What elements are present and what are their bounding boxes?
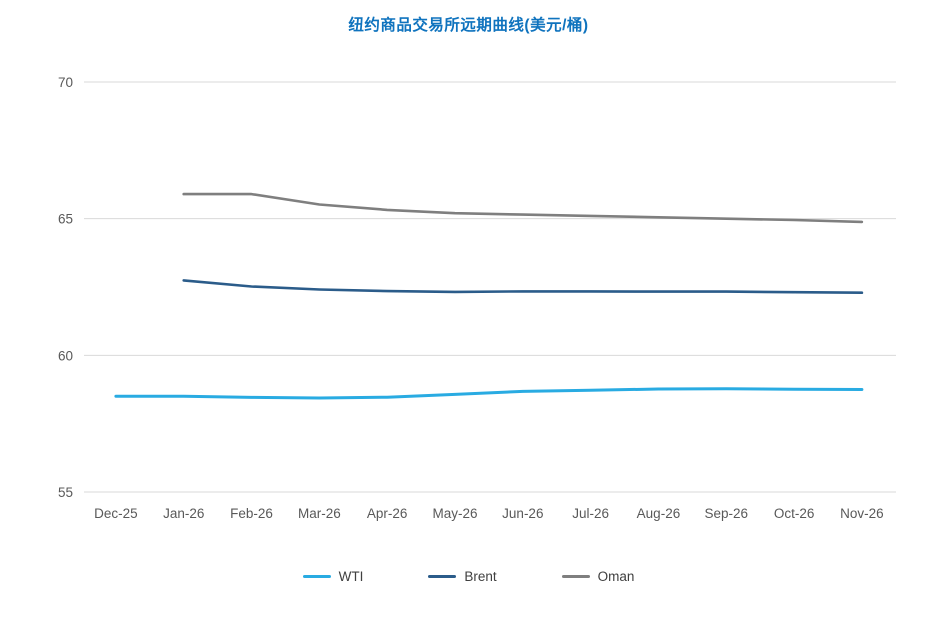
y-axis-tick-label: 60 — [58, 348, 73, 363]
legend-item-brent: Brent — [428, 569, 497, 584]
legend-item-wti: WTI — [302, 569, 364, 584]
x-axis-tick-label: Jul-26 — [572, 506, 609, 521]
legend-item-oman: Oman — [561, 569, 635, 584]
legend-swatch-oman — [561, 575, 590, 578]
x-axis-tick-label: Mar-26 — [298, 506, 341, 521]
series-line-brent — [182, 279, 864, 295]
x-axis-tick-label: Apr-26 — [367, 506, 408, 521]
x-axis-tick-label: Oct-26 — [774, 506, 815, 521]
legend-swatch-wti — [302, 575, 331, 578]
x-axis-tick-label: Sep-26 — [705, 506, 749, 521]
y-axis-tick-label: 55 — [58, 485, 73, 500]
legend-label: Brent — [464, 569, 497, 584]
legend-label: WTI — [338, 569, 364, 584]
y-axis-tick-label: 65 — [58, 212, 73, 227]
x-axis-tick-label: Dec-25 — [94, 506, 138, 521]
y-axis-tick-label: 70 — [58, 75, 73, 90]
x-axis-tick-label: May-26 — [432, 506, 477, 521]
x-axis-tick-label: Feb-26 — [230, 506, 273, 521]
x-axis-tick-label: Nov-26 — [840, 506, 884, 521]
x-axis-tick-label: Aug-26 — [637, 506, 681, 521]
chart-title: 纽约商品交易所远期曲线(美元/桶) — [348, 17, 589, 34]
x-axis-tick-label: Jan-26 — [163, 506, 204, 521]
legend-label: Oman — [597, 569, 635, 584]
series-line-wti — [114, 387, 864, 400]
legend: WTI Brent Oman — [0, 569, 937, 584]
series-line-oman — [182, 192, 864, 224]
legend-swatch-brent — [428, 575, 457, 578]
x-axis-tick-label: Jun-26 — [502, 506, 543, 521]
